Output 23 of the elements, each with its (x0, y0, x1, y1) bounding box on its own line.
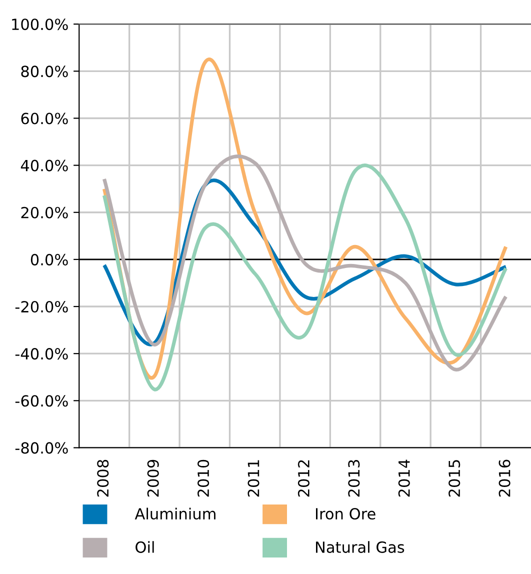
legend-label: Oil (136, 541, 154, 553)
x-tick-label: 2016 (498, 460, 510, 497)
x-tick-label: 2008 (97, 460, 109, 497)
legend-label: Aluminium (134, 508, 216, 520)
legend-label: Natural Gas (316, 541, 404, 553)
y-tick-label: 0.0% (30, 254, 68, 266)
y-tick-label: -20.0% (15, 300, 68, 313)
x-tick-label: 2010 (198, 460, 210, 497)
y-tick-label: 100.0% (12, 18, 68, 30)
x-tick-label: 2015 (448, 460, 460, 497)
y-tick-label: 80.0% (21, 66, 68, 78)
x-tick-label: 2013 (348, 460, 360, 497)
x-tick-label: 2012 (298, 460, 310, 497)
y-tick-label: -60.0% (15, 395, 68, 407)
x-tick-label: 2014 (398, 460, 410, 497)
x-tick-label: 2009 (147, 460, 159, 497)
y-tick-label: -80.0% (15, 442, 68, 454)
y-tick-label: 20.0% (21, 206, 68, 218)
x-tick-label: 2011 (248, 460, 260, 497)
y-tick-label: -40.0% (15, 348, 68, 360)
y-tick-label: 40.0% (20, 160, 68, 172)
legend-label: Iron Ore (316, 508, 376, 520)
y-tick-label: 60.0% (21, 112, 68, 124)
